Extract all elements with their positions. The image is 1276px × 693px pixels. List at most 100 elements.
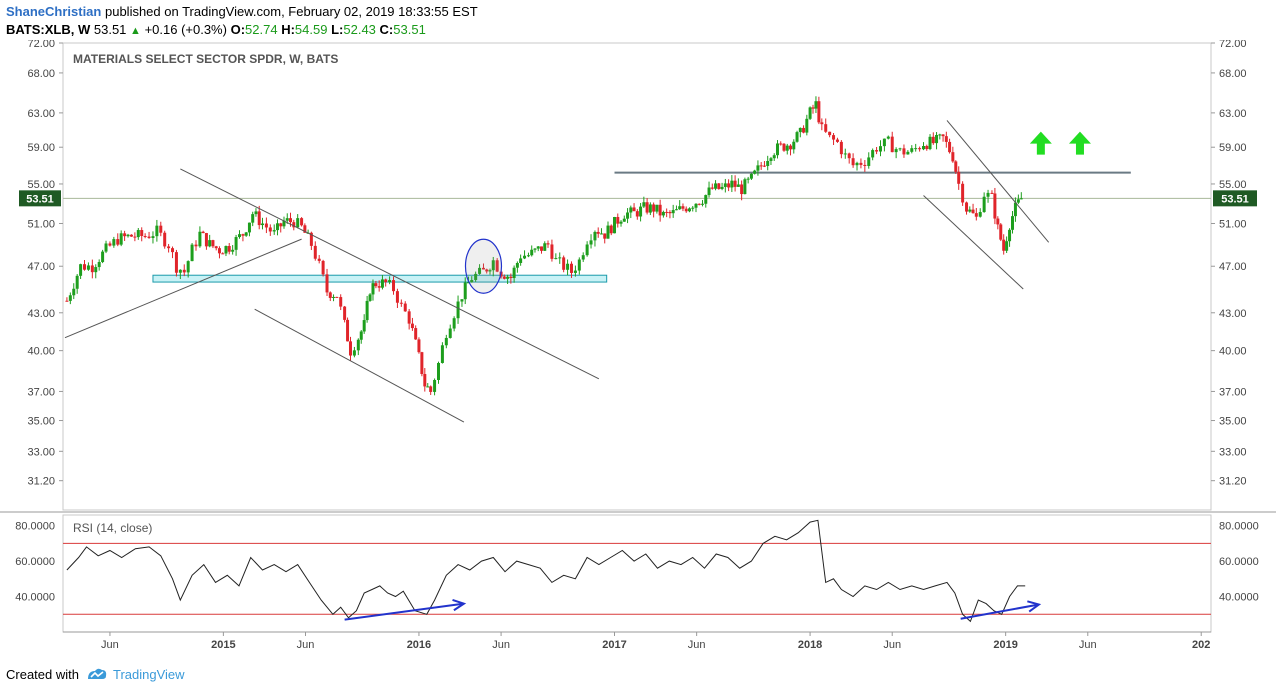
- candle-body: [526, 255, 530, 257]
- candle-body: [851, 158, 855, 166]
- tradingview-brand[interactable]: TradingView: [113, 667, 185, 682]
- publisher-line: ShaneChristian published on TradingView.…: [6, 4, 478, 19]
- candle-body: [681, 206, 685, 209]
- price-tick-label-left: 51.00: [27, 218, 55, 230]
- candle-body: [554, 258, 558, 260]
- candle-body: [792, 141, 796, 150]
- last-price: 53.51: [93, 22, 127, 37]
- candle-body: [247, 222, 251, 233]
- candle-body: [727, 183, 731, 188]
- candle-body: [440, 345, 444, 363]
- candle-body: [463, 282, 467, 300]
- candle-body: [730, 180, 734, 188]
- candle-body: [335, 296, 339, 298]
- candle-body: [894, 149, 898, 153]
- price-tick-label-left: 40.00: [27, 346, 55, 358]
- candle-body: [938, 134, 942, 136]
- candle-body: [359, 331, 363, 340]
- candle-body: [766, 160, 770, 167]
- candle-body: [626, 212, 630, 219]
- candle-body: [417, 339, 421, 353]
- time-tick-label: Jun: [688, 639, 706, 651]
- candle-body: [444, 337, 448, 346]
- candle-body: [303, 225, 307, 233]
- candle-body: [543, 243, 547, 251]
- candle-body: [918, 148, 922, 150]
- candle-body: [898, 148, 902, 150]
- trend-line: [254, 308, 465, 423]
- price-tick-label-right: 37.00: [1219, 386, 1247, 398]
- candle-body: [581, 255, 585, 260]
- candle-body: [423, 374, 427, 387]
- chart-area[interactable]: 72.00 72.00 68.00 68.00 63.00 63.00 59.00 59.00…: [0, 40, 1276, 665]
- candle-body: [282, 220, 286, 227]
- candle-body: [426, 386, 430, 388]
- candle-body: [863, 164, 867, 166]
- created-with-text: Created with: [6, 667, 79, 682]
- candle-body: [536, 246, 540, 249]
- candle-body: [300, 218, 304, 226]
- candle-body: [325, 274, 329, 293]
- candle-body: [775, 143, 779, 156]
- candle-body: [931, 136, 935, 144]
- price-tick-label-right: 43.00: [1219, 308, 1247, 320]
- candle-body: [645, 202, 649, 213]
- candle-body: [629, 207, 633, 213]
- candle-body: [906, 151, 910, 155]
- candle-body: [802, 127, 806, 133]
- candle-body: [569, 263, 573, 273]
- rsi-tick-label-right: 60.0000: [1219, 556, 1259, 568]
- symbol-line: BATS:XLB, W 53.51 ▲ +0.16 (+0.3%) O:52.7…: [6, 22, 426, 37]
- candle-body: [285, 218, 289, 221]
- rsi-tick-label-left: 80.0000: [15, 521, 55, 533]
- candle-body: [68, 295, 72, 301]
- time-tick-label: 2016: [407, 639, 431, 651]
- author-link[interactable]: ShaneChristian: [6, 4, 102, 19]
- candle-body: [433, 379, 437, 392]
- candle-body: [224, 246, 228, 254]
- divergence-arrow-line: [960, 603, 1040, 620]
- candle-body: [79, 264, 83, 276]
- open-value: 52.74: [245, 22, 278, 37]
- candle-body: [639, 206, 643, 217]
- price-tick-label-right: 40.00: [1219, 346, 1247, 358]
- candle-body: [101, 251, 105, 263]
- candle-body: [723, 183, 727, 187]
- candle-body: [380, 279, 384, 288]
- price-tick-label-left: 33.00: [27, 446, 55, 458]
- candle-body: [182, 269, 186, 273]
- candle-body: [746, 178, 750, 180]
- candle-body: [399, 302, 403, 304]
- candle-body: [460, 299, 464, 302]
- rsi-tick-label-left: 60.0000: [15, 556, 55, 568]
- time-tick-label: Jun: [883, 639, 901, 651]
- price-tick-label-right: 33.00: [1219, 446, 1247, 458]
- candle-body: [251, 214, 255, 223]
- candle-body: [272, 230, 276, 232]
- candle-body: [289, 218, 293, 223]
- support-zone: [152, 274, 608, 283]
- candle-body: [533, 248, 537, 250]
- candle-body: [558, 257, 562, 259]
- candle-body: [974, 213, 978, 217]
- candle-body: [720, 186, 724, 189]
- candle-body: [178, 269, 182, 273]
- candle-body: [603, 233, 607, 239]
- candle-body: [90, 265, 94, 273]
- price-tick-label-left: 72.00: [27, 40, 55, 50]
- candle-body: [951, 152, 955, 162]
- candle-body: [83, 264, 87, 270]
- chart-title: MATERIALS SELECT SECTOR SPDR, W, BATS: [73, 52, 338, 66]
- candle-body: [234, 237, 238, 250]
- candle-body: [448, 328, 452, 338]
- candle-body: [470, 279, 474, 283]
- price-tick-label-left: 47.00: [27, 261, 55, 273]
- candle-body: [740, 184, 744, 195]
- candle-body: [616, 216, 620, 224]
- candle-body: [835, 139, 839, 142]
- time-tick-label: 2018: [798, 639, 822, 651]
- time-tick-label: Jun: [101, 639, 119, 651]
- candle-body: [119, 233, 123, 245]
- close-value: 53.51: [393, 22, 426, 37]
- candle-body: [642, 202, 646, 207]
